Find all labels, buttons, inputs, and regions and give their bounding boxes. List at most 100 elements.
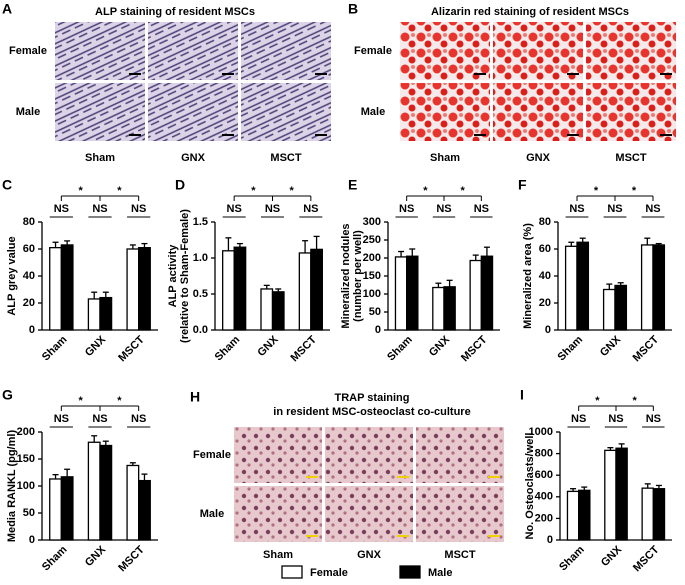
x-tick-label: Sham (555, 334, 585, 364)
y-tick-label: 0 (29, 324, 35, 336)
bar (480, 255, 494, 331)
micrograph (234, 486, 322, 542)
row-label: Male (16, 106, 40, 118)
bar (126, 248, 140, 331)
bar (260, 288, 274, 331)
y-tick-label: 40 (23, 270, 35, 282)
ns-label: NS (131, 203, 146, 215)
bar (432, 286, 445, 331)
y-tick-label: 1.5 (193, 216, 208, 228)
row-label: Male (361, 106, 385, 118)
y-tick-label: 20 (539, 297, 551, 309)
panel-title: TRAP staining (335, 392, 410, 404)
bar (604, 449, 617, 541)
y-tick-label: 0.5 (193, 288, 208, 300)
micrograph (325, 427, 413, 483)
y-tick-label: 1.0 (193, 252, 208, 264)
bar (406, 255, 419, 331)
bar (652, 488, 666, 541)
micrograph (325, 486, 413, 542)
y-tick-label: 40 (539, 270, 551, 282)
y-tick-label: 50 (23, 507, 35, 519)
micrograph (55, 83, 145, 141)
bar (126, 464, 140, 541)
y-axis-label: Media RANKL (pg/ml) (6, 430, 18, 543)
y-tick-label: 60 (539, 243, 551, 255)
column-label: GNX (526, 152, 551, 164)
bar (271, 291, 285, 331)
y-tick-label: 0 (375, 324, 381, 336)
x-tick-label: Sham (385, 334, 415, 364)
bar (443, 286, 456, 331)
ns-label: NS (474, 203, 489, 215)
bar (298, 252, 312, 331)
x-tick-label: GNX (83, 333, 109, 359)
micrograph (234, 427, 322, 483)
legend-label: Female (310, 567, 348, 579)
bar (87, 441, 101, 541)
ns-label: NS (265, 203, 280, 215)
micrograph (148, 22, 238, 80)
x-tick-label: MSCT (631, 543, 662, 574)
sig-label: * (117, 395, 122, 407)
panel-label: C (2, 177, 12, 193)
y-tick-label: 400 (535, 491, 553, 503)
bar (394, 256, 408, 331)
panel-label: B (348, 1, 358, 17)
y-axis-label: Mineralized area (%) (522, 223, 534, 329)
y-tick-label: 0.0 (193, 324, 208, 336)
x-tick-label: Sham (213, 334, 243, 364)
panel-label: F (518, 177, 527, 193)
micrograph (400, 22, 490, 80)
bar (138, 479, 151, 541)
x-tick-label: GNX (83, 543, 109, 569)
y-tick-label: 150 (17, 453, 35, 465)
panel-label: H (190, 389, 200, 405)
sig-label: * (79, 395, 84, 407)
micrograph (416, 427, 504, 483)
bar (310, 248, 323, 331)
ns-label: NS (227, 203, 242, 215)
micrograph (586, 22, 676, 80)
y-tick-label: 200 (535, 512, 553, 524)
x-tick-label: MSCT (116, 543, 147, 574)
x-tick-label: GNX (255, 333, 281, 359)
bar (49, 246, 62, 331)
bar (566, 490, 580, 541)
y-axis-label: ALP grey value (6, 236, 18, 315)
sig-label: * (251, 185, 256, 197)
x-tick-label: MSCT (288, 333, 319, 364)
y-tick-label: 0 (547, 534, 553, 546)
y-tick-label: 300 (363, 216, 381, 228)
panel-title: ALP staining of resident MSCs (95, 6, 255, 18)
legend-swatch (281, 565, 303, 579)
y-tick-label: 600 (535, 469, 553, 481)
ns-label: NS (569, 203, 584, 215)
y-tick-label: 20 (23, 297, 35, 309)
micrograph (241, 83, 331, 141)
bar (99, 444, 113, 541)
bar (602, 288, 616, 331)
y-tick-label: 200 (363, 252, 381, 264)
y-axis-label: (number per well) (352, 230, 364, 322)
sig-label: * (632, 185, 637, 197)
ns-label: NS (645, 203, 660, 215)
micrograph (241, 22, 331, 80)
column-label: Sham (430, 152, 460, 164)
row-label: Female (9, 45, 47, 57)
x-tick-label: GNX (598, 333, 624, 359)
ns-label: NS (436, 203, 451, 215)
bar (87, 298, 101, 331)
y-tick-label: 1000 (529, 426, 553, 438)
x-tick-label: Sham (40, 544, 70, 574)
ns-label: NS (608, 413, 623, 425)
micrograph (416, 486, 504, 542)
y-axis-label: ALP activity (167, 244, 179, 308)
y-axis-label: No. Osteoclasts/well (524, 433, 536, 540)
bar (138, 246, 151, 331)
legend-swatch (399, 565, 421, 579)
bar (652, 244, 666, 331)
micrograph (148, 83, 238, 141)
column-label: MSCT (270, 152, 301, 164)
